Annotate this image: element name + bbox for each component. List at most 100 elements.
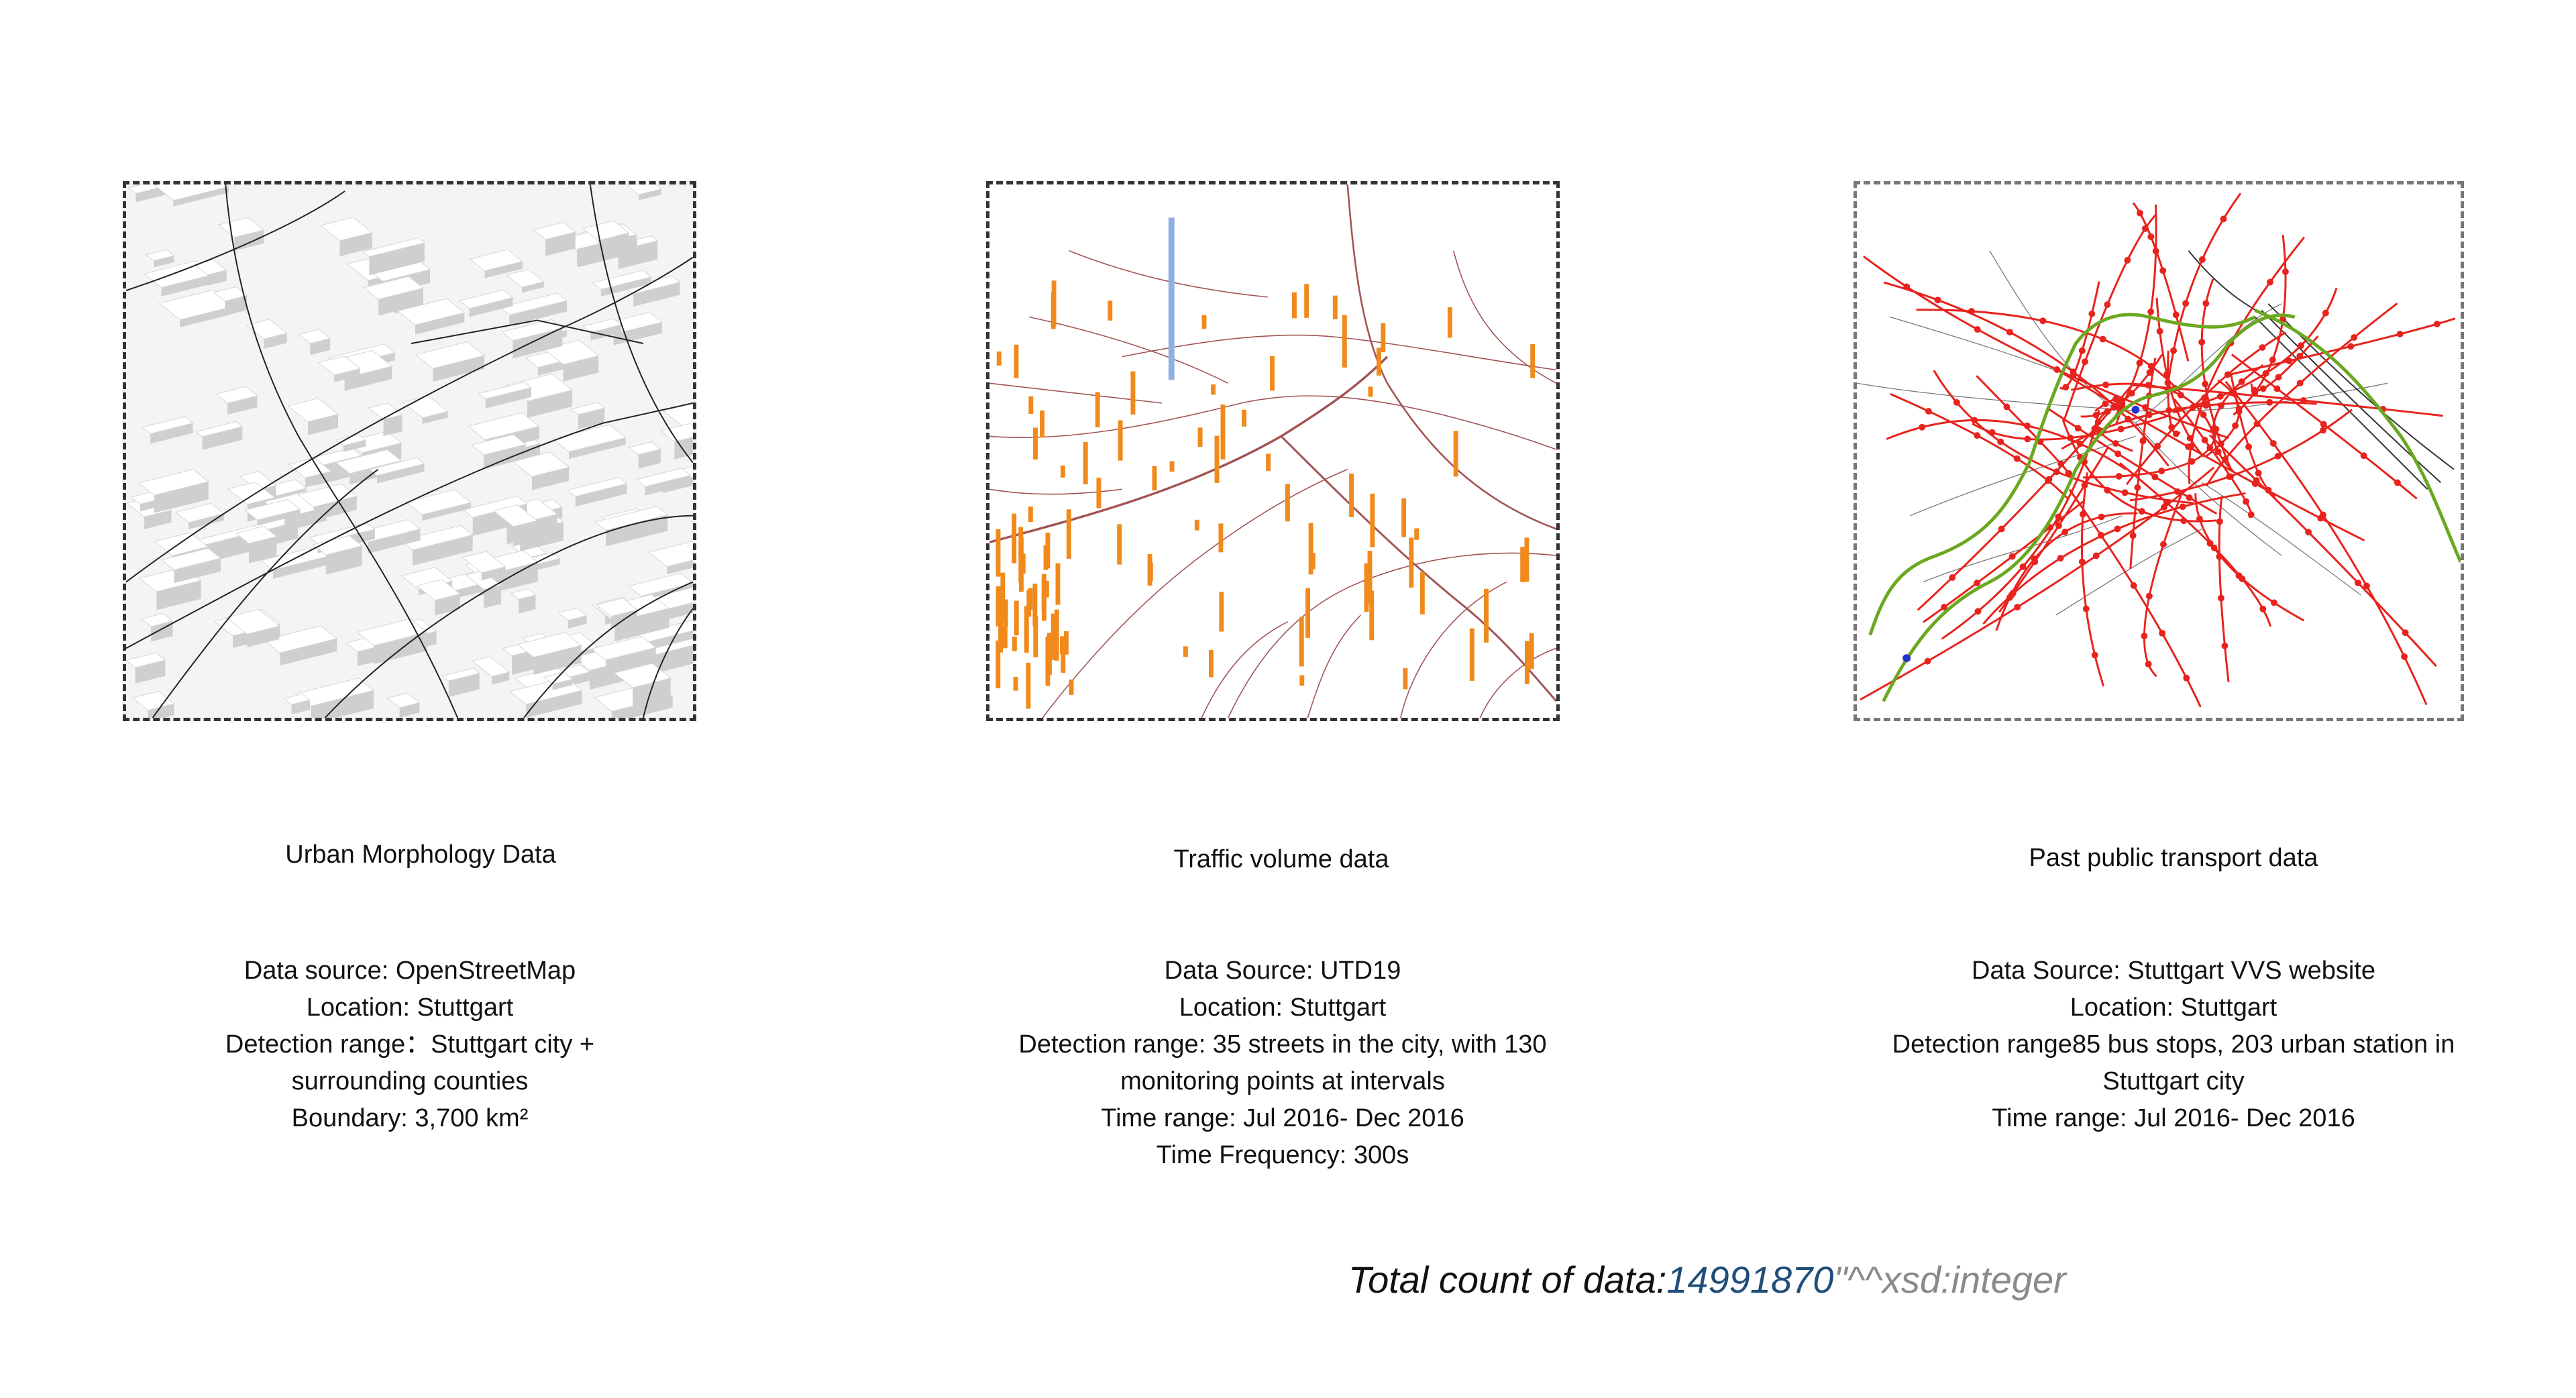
- bus-stop: [1998, 525, 2005, 533]
- building-side: [527, 390, 573, 418]
- traffic-bar: [1040, 410, 1044, 438]
- bus-stop: [2210, 544, 2218, 551]
- bus-stop: [2247, 511, 2255, 519]
- traffic-bar: [1045, 532, 1051, 569]
- building-side: [611, 696, 673, 718]
- building-side: [180, 306, 234, 327]
- traffic-volume-description: Data Source: UTD19 Location: Stuttgart D…: [947, 953, 1618, 1174]
- bus-stop: [2274, 453, 2282, 460]
- building-side: [484, 444, 526, 470]
- bus-stop: [2243, 498, 2249, 505]
- bus-line: [2218, 496, 2230, 682]
- traffic-bar: [1024, 606, 1029, 653]
- building-roof: [244, 498, 301, 521]
- building-side: [343, 439, 366, 452]
- building-side: [575, 483, 627, 507]
- building-side: [435, 594, 460, 616]
- bus-stop: [2282, 268, 2289, 276]
- building-roof: [458, 289, 514, 309]
- description-line: Detection range85 bus stops, 203 urban s…: [1892, 1030, 2455, 1059]
- bus-stop: [2216, 518, 2223, 525]
- building-roof: [570, 402, 606, 415]
- building-side: [519, 594, 536, 614]
- traffic-bar: [1305, 588, 1311, 638]
- traffic-bar-highlight: [1168, 217, 1175, 380]
- building-side: [509, 301, 568, 326]
- description-line: Time range: Jul 2016- Dec 2016: [1101, 1104, 1464, 1132]
- building-side: [154, 256, 174, 268]
- bus-stop: [2200, 411, 2207, 419]
- bus-line: [2059, 370, 2365, 542]
- building-roof: [543, 671, 574, 685]
- building-roof: [297, 483, 358, 508]
- bus-stop: [2067, 434, 2074, 441]
- building-roof: [213, 286, 248, 302]
- bus-stop: [2202, 380, 2209, 388]
- building-roof: [416, 579, 461, 601]
- traffic-bar: [1524, 641, 1529, 684]
- description-line: Data Source: UTD19: [1164, 957, 1401, 985]
- bus-stop: [2156, 327, 2163, 335]
- bus-stop: [2179, 503, 2186, 510]
- bus-stop: [2112, 396, 2119, 402]
- traffic-bar: [1299, 675, 1305, 686]
- traffic-bar: [1033, 616, 1038, 657]
- bus-stop: [2082, 358, 2088, 366]
- building-side: [568, 615, 587, 629]
- bus-stop: [2266, 398, 2273, 406]
- traffic-bar: [1299, 616, 1304, 667]
- bus-stop: [2146, 369, 2153, 376]
- bus-stop: [2091, 651, 2098, 659]
- bus-stop: [2198, 339, 2206, 345]
- building-side: [422, 411, 448, 425]
- building-side: [305, 471, 331, 488]
- traffic-bar: [1403, 668, 1408, 690]
- bus-line: [2068, 488, 2202, 708]
- description-line: Location: Stuttgart: [1179, 993, 1387, 1022]
- total-count-label: Total count of data:: [1348, 1258, 1667, 1301]
- building-side: [412, 535, 473, 566]
- traffic-bar: [1095, 392, 1100, 428]
- bus-line: [2208, 434, 2437, 667]
- bus-stop: [2117, 398, 2125, 405]
- building-side: [578, 408, 605, 429]
- traffic-bar: [1211, 384, 1216, 395]
- traffic-bar: [1069, 680, 1074, 695]
- building-side: [638, 449, 661, 469]
- bus-stop: [2145, 411, 2153, 419]
- building-side: [334, 368, 360, 382]
- bus-stop: [2161, 504, 2167, 510]
- total-count: Total count of data:14991870"^^xsd:integ…: [1348, 1258, 2066, 1301]
- traffic-bar: [1002, 625, 1008, 649]
- traffic-bar: [1447, 307, 1452, 338]
- public-transport-image: [1854, 181, 2464, 721]
- bus-stop: [2147, 308, 2155, 315]
- traffic-bar: [1000, 572, 1006, 623]
- bus-stop: [2224, 371, 2231, 378]
- bus-stop: [2147, 233, 2155, 240]
- bus-stop: [2045, 476, 2053, 483]
- description-line: Time range: Jul 2016- Dec 2016: [1992, 1104, 2355, 1132]
- building-side: [257, 509, 301, 526]
- bus-stop: [2053, 366, 2061, 373]
- bus-stop: [2008, 553, 2016, 560]
- bus-stop: [2039, 317, 2047, 325]
- building-side: [633, 282, 680, 307]
- urban-morphology-description: Data source: OpenStreetMap Location: Stu…: [74, 953, 745, 1137]
- building-side: [144, 510, 172, 529]
- bus-stop: [2259, 605, 2267, 612]
- traffic-bar: [1051, 613, 1056, 660]
- building-roof: [512, 451, 570, 477]
- building-side: [469, 297, 513, 317]
- bus-stop: [2177, 392, 2184, 398]
- building-roof: [499, 292, 568, 316]
- bus-stop: [2401, 653, 2408, 660]
- traffic-bar: [1118, 420, 1123, 461]
- bus-stop: [2078, 347, 2086, 354]
- description-line: Data source: OpenStreetMap: [244, 957, 576, 985]
- traffic-bar: [996, 529, 1001, 577]
- building-roof: [626, 184, 662, 195]
- traffic-bar: [1304, 284, 1309, 318]
- traffic-bar: [1291, 292, 1297, 319]
- bus-stop: [2134, 484, 2141, 491]
